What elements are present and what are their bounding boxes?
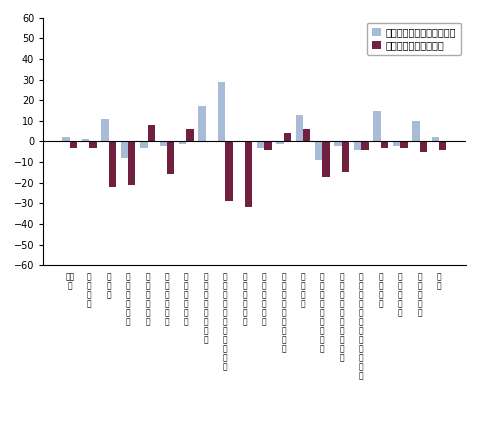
Bar <box>439 141 446 150</box>
Bar <box>225 141 233 201</box>
Bar <box>101 119 108 141</box>
Bar <box>303 129 311 141</box>
Bar <box>218 82 225 141</box>
Bar <box>420 141 427 152</box>
Bar <box>373 110 381 141</box>
Bar <box>179 141 186 144</box>
Bar <box>315 141 323 160</box>
Bar <box>128 141 135 185</box>
Bar <box>147 125 155 141</box>
Bar <box>400 141 408 148</box>
Bar <box>335 141 342 145</box>
Bar <box>432 137 439 141</box>
Bar <box>257 141 264 148</box>
Bar <box>120 141 128 158</box>
Bar <box>276 141 284 144</box>
Legend: 前月比（季節調整済指数）, 前年同月比（原指数）: 前月比（季節調整済指数）, 前年同月比（原指数） <box>367 23 461 55</box>
Bar <box>381 141 388 148</box>
Bar <box>412 121 420 141</box>
Bar <box>82 139 89 141</box>
Bar <box>140 141 147 148</box>
Bar <box>342 141 349 172</box>
Bar <box>323 141 330 176</box>
Bar <box>393 141 400 145</box>
Bar <box>108 141 116 187</box>
Bar <box>361 141 369 150</box>
Bar <box>245 141 252 207</box>
Bar <box>186 129 194 141</box>
Bar <box>89 141 96 148</box>
Bar <box>70 141 77 148</box>
Bar <box>296 114 303 141</box>
Bar <box>167 141 174 175</box>
Bar <box>62 137 70 141</box>
Bar <box>198 107 206 141</box>
Bar <box>264 141 272 150</box>
Bar <box>159 141 167 145</box>
Bar <box>354 141 361 150</box>
Bar <box>284 133 291 141</box>
